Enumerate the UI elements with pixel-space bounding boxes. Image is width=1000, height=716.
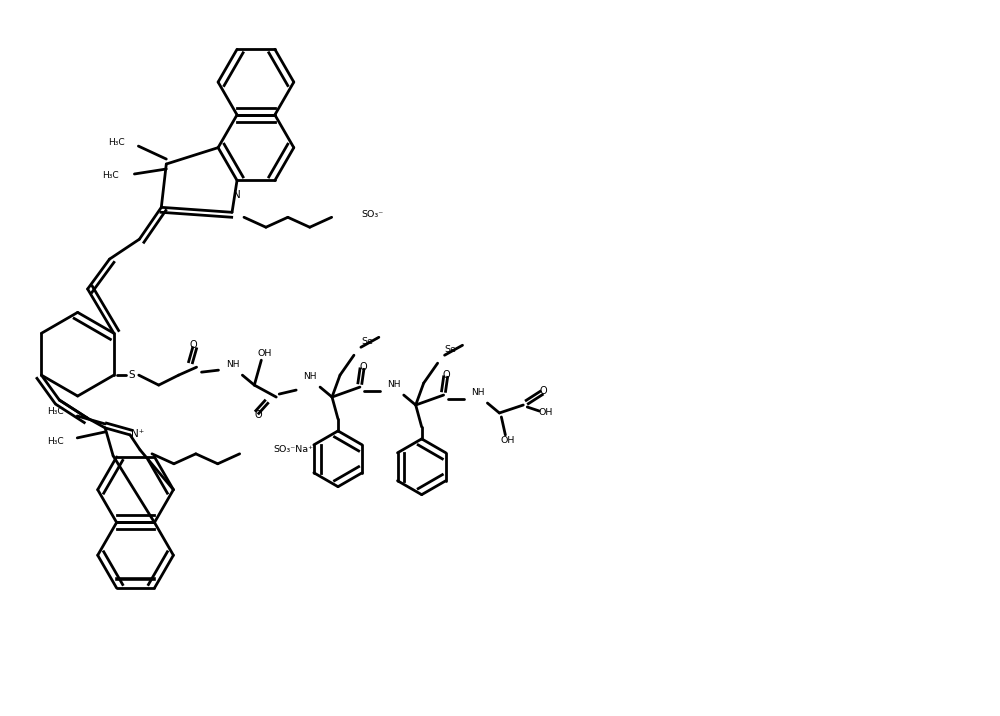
- Text: OH: OH: [257, 349, 271, 358]
- Text: O: O: [443, 370, 450, 380]
- Text: SO₃⁻: SO₃⁻: [362, 210, 384, 219]
- Text: O: O: [255, 410, 262, 420]
- Text: NH: NH: [471, 387, 484, 397]
- Text: NH: NH: [303, 372, 317, 381]
- Text: O: O: [190, 340, 197, 350]
- Text: NH: NH: [226, 359, 239, 369]
- Text: H₃C: H₃C: [108, 137, 124, 147]
- Text: OH: OH: [538, 409, 552, 417]
- Text: H₃C: H₃C: [102, 171, 118, 180]
- Text: N⁺: N⁺: [131, 429, 145, 439]
- Text: Se⁻: Se⁻: [445, 344, 461, 354]
- Text: N: N: [233, 190, 241, 200]
- Text: NH: NH: [387, 379, 401, 389]
- Text: O: O: [539, 386, 547, 396]
- Text: OH: OH: [500, 436, 515, 445]
- Text: S: S: [128, 370, 135, 380]
- Text: H₃C: H₃C: [47, 407, 63, 417]
- Text: H₃C: H₃C: [47, 437, 63, 446]
- Text: Se⁻: Se⁻: [361, 337, 378, 346]
- Text: O: O: [359, 362, 367, 372]
- Text: SO₃⁻Na⁺: SO₃⁻Na⁺: [274, 445, 314, 455]
